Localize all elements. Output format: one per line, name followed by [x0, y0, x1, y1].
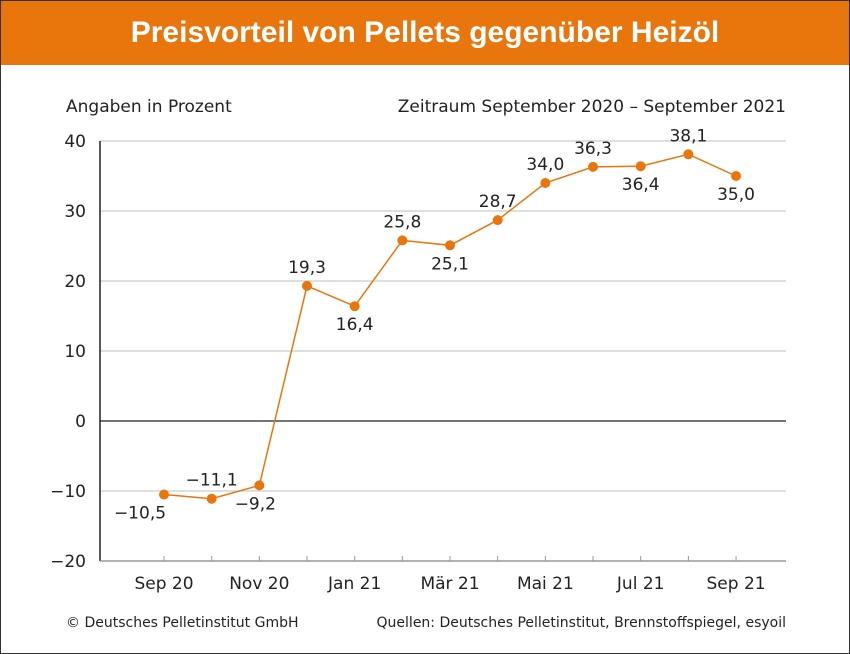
data-label: 34,0 — [526, 155, 564, 175]
data-label: 35,0 — [717, 185, 755, 205]
data-point — [349, 301, 360, 312]
y-axis-label: Angaben in Prozent — [66, 97, 232, 117]
x-tick-label: Jul 21 — [616, 574, 665, 594]
chart-subtitle: Zeitraum September 2020 – September 2021 — [398, 97, 786, 117]
copyright: © Deutsches Pelletinstitut GmbH — [66, 615, 299, 631]
data-point — [540, 178, 551, 188]
data-label: 25,1 — [431, 254, 469, 274]
sources: Quellen: Deutsches Pelletinstitut, Brenn… — [377, 615, 786, 631]
data-label: −11,1 — [186, 471, 238, 491]
data-label: −10,5 — [114, 504, 166, 524]
x-tick-label: Sep 20 — [134, 574, 193, 594]
x-tick-label: Sep 21 — [707, 574, 766, 594]
data-label: 36,3 — [574, 139, 612, 159]
y-tick-label: 40 — [64, 132, 86, 152]
data-point — [159, 489, 169, 500]
x-tick-label: Mär 21 — [420, 574, 479, 594]
y-tick-label: 30 — [64, 202, 86, 222]
y-tick-label: −10 — [50, 482, 86, 502]
y-tick-label: 10 — [64, 342, 86, 362]
y-tick-label: 0 — [75, 412, 86, 432]
data-label: −9,2 — [235, 494, 276, 514]
data-point — [683, 149, 694, 160]
data-label: 19,3 — [288, 258, 326, 278]
data-point — [588, 161, 599, 172]
data-label: 16,4 — [336, 315, 374, 335]
data-point — [254, 480, 265, 491]
data-label: 38,1 — [669, 126, 707, 146]
chart-title: Preisvorteil von Pellets gegenüber Heizö… — [1, 1, 849, 65]
data-point — [445, 240, 456, 251]
data-label: 28,7 — [479, 192, 517, 212]
data-point — [397, 235, 408, 246]
data-label: 25,8 — [383, 212, 421, 232]
y-tick-label: −20 — [50, 552, 86, 572]
data-label: 36,4 — [622, 175, 660, 195]
data-point — [302, 280, 313, 291]
x-tick-label: Nov 20 — [229, 574, 289, 594]
data-point — [731, 171, 742, 181]
x-tick-label: Jan 21 — [327, 574, 381, 594]
x-tick-label: Mai 21 — [517, 574, 574, 594]
series-line — [163, 153, 737, 500]
y-tick-label: 20 — [64, 272, 86, 292]
data-point — [206, 493, 217, 504]
data-point — [492, 215, 503, 226]
data-point — [635, 161, 646, 172]
